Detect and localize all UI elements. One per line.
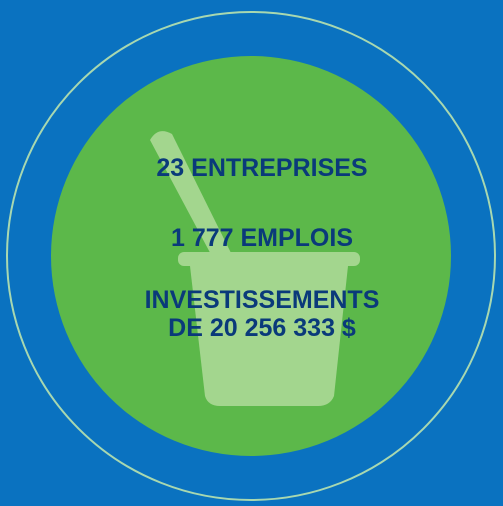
outer-ring	[6, 11, 496, 501]
stat-line: 23 ENTREPRISES	[156, 154, 367, 182]
stat-line: INVESTISSEMENTS	[145, 286, 380, 314]
mortar-rim	[178, 252, 360, 266]
stat-line: 1 777 EMPLOIS	[171, 224, 353, 252]
mortar-icon	[150, 131, 360, 406]
stat-line: DE 20 256 333 $	[168, 314, 356, 342]
pestle	[150, 131, 232, 262]
mortar-bowl	[190, 266, 348, 406]
